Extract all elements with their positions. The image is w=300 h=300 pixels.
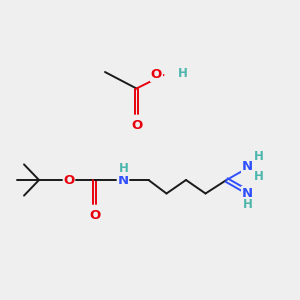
Text: N: N	[242, 160, 253, 173]
Text: H: H	[254, 150, 264, 164]
Text: H: H	[119, 162, 128, 175]
Text: N: N	[117, 173, 129, 187]
Text: H: H	[178, 67, 188, 80]
Text: N: N	[242, 187, 253, 200]
Text: O: O	[131, 119, 142, 132]
Text: H: H	[254, 169, 264, 183]
Text: O: O	[151, 68, 162, 82]
Text: O: O	[63, 173, 75, 187]
Text: O: O	[89, 209, 100, 222]
Text: H: H	[243, 198, 253, 212]
